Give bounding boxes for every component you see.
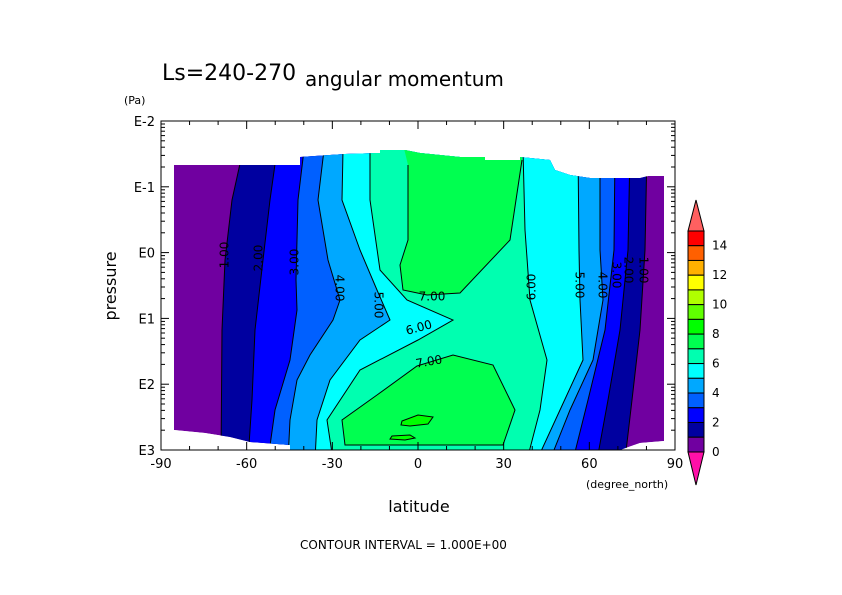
y-tick-label: E2 (139, 378, 156, 393)
contour-label: 2.00 (622, 257, 636, 284)
contour-label: 6.00 (404, 317, 433, 337)
colorbar-box-6 (687, 348, 705, 365)
colorbar-tick-label: 4 (712, 386, 720, 400)
y-units: (Pa) (124, 94, 145, 107)
colorbar-box-3 (687, 392, 705, 409)
contour-line-5-north (536, 150, 584, 450)
colorbar-box-1 (687, 421, 705, 438)
x-tick-label: 90 (667, 457, 684, 472)
contour-band-7-upper (400, 150, 522, 295)
x-units: (degree_north) (586, 478, 668, 491)
colorbar-box-12 (687, 259, 705, 276)
colorbar-tick-label: 8 (712, 327, 720, 341)
x-tick-label: -30 (322, 457, 343, 472)
contour-band-8-b (389, 434, 417, 441)
colorbar-box-13 (687, 245, 705, 261)
contour-line-2-south (247, 150, 278, 450)
contour-line-6-south (326, 150, 455, 450)
x-tick-label: -90 (150, 457, 171, 472)
y-axis-label: pressure (101, 251, 120, 320)
y-tick-label: E0 (139, 247, 156, 262)
x-tick-label: 30 (495, 457, 512, 472)
colorbar-box-0 (687, 436, 705, 453)
contour-line-4-north (549, 150, 604, 450)
y-tick-label: E-1 (134, 181, 155, 196)
colorbar-under-triangle (687, 451, 705, 486)
contour-label: 4.00 (333, 275, 347, 302)
contour-label: 7.00 (419, 290, 446, 304)
contour-line-7-lower (341, 354, 516, 446)
colorbar-tick-label: 14 (712, 239, 727, 253)
colorbar-tick-label: 6 (712, 357, 720, 371)
contour-line-3-north (572, 150, 616, 450)
colorbar-over-triangle (687, 199, 705, 232)
colorbar-box-11 (687, 274, 705, 291)
axes: -90 -60 -30 0 30 60 90 E-2 E-1 E0 E1 E2 E3 (134, 115, 683, 472)
y-tick-label: E3 (139, 444, 156, 459)
contour-band-8-a (400, 414, 434, 427)
colorbar-box-9 (687, 304, 705, 320)
contour-band-7-lower (342, 355, 515, 445)
contour-label: 5.00 (372, 292, 386, 319)
colorbar: 0 2 4 6 8 10 12 14 (687, 199, 727, 486)
contour-line-6-north (522, 150, 548, 450)
plot-area: 1.00 2.00 3.004.005.006.007.007.006.00 5.00… (174, 150, 664, 450)
colorbar-tick-label: 12 (712, 268, 727, 282)
contour-label: 3.00 (610, 262, 624, 289)
colorbar-box-4 (687, 377, 705, 394)
contour-line-5-south (314, 150, 391, 450)
chart-title: angular momentum (305, 67, 504, 91)
contour-line-2-north (596, 150, 631, 450)
contour-label: 6.00 (525, 274, 539, 301)
y-tick-label: E-2 (134, 115, 155, 130)
x-tick-label: -60 (236, 457, 257, 472)
colorbar-box-10 (687, 289, 705, 306)
contour-label: 2.00 (252, 245, 266, 272)
contour-label: 5.00 (573, 272, 587, 299)
colorbar-tick-label: 10 (712, 298, 727, 312)
y-tick-label: E1 (139, 312, 156, 327)
x-tick-label: 0 (414, 457, 422, 472)
contour-label: 4.00 (596, 272, 610, 299)
contour-label: 1.00 (218, 242, 232, 269)
contour-line-1-south (220, 150, 244, 450)
colorbar-tick-label: 2 (712, 415, 720, 429)
contour-line-1-north (624, 150, 648, 450)
chart-subtitle-season: Ls=240-270 (162, 61, 296, 86)
colorbar-box-8 (687, 318, 705, 335)
contour-fills (174, 150, 664, 450)
colorbar-box-14 (687, 230, 705, 247)
contour-line-4-south (287, 150, 341, 450)
colorbar-box-5 (687, 363, 705, 379)
contour-label: 7.00 (415, 352, 444, 370)
contour-line-3-south (267, 150, 305, 450)
colorbar-box-7 (687, 333, 705, 350)
contour-interval-note: CONTOUR INTERVAL = 1.000E+00 (300, 538, 507, 552)
x-tick-label: 60 (581, 457, 598, 472)
x-axis-label: latitude (388, 497, 449, 516)
contour-label: 3.00 (288, 249, 302, 276)
colorbar-box-2 (687, 407, 705, 423)
contour-label: 1.00 (637, 257, 651, 284)
colorbar-tick-label: 0 (712, 445, 720, 459)
contour-line-7-upper (399, 159, 523, 296)
